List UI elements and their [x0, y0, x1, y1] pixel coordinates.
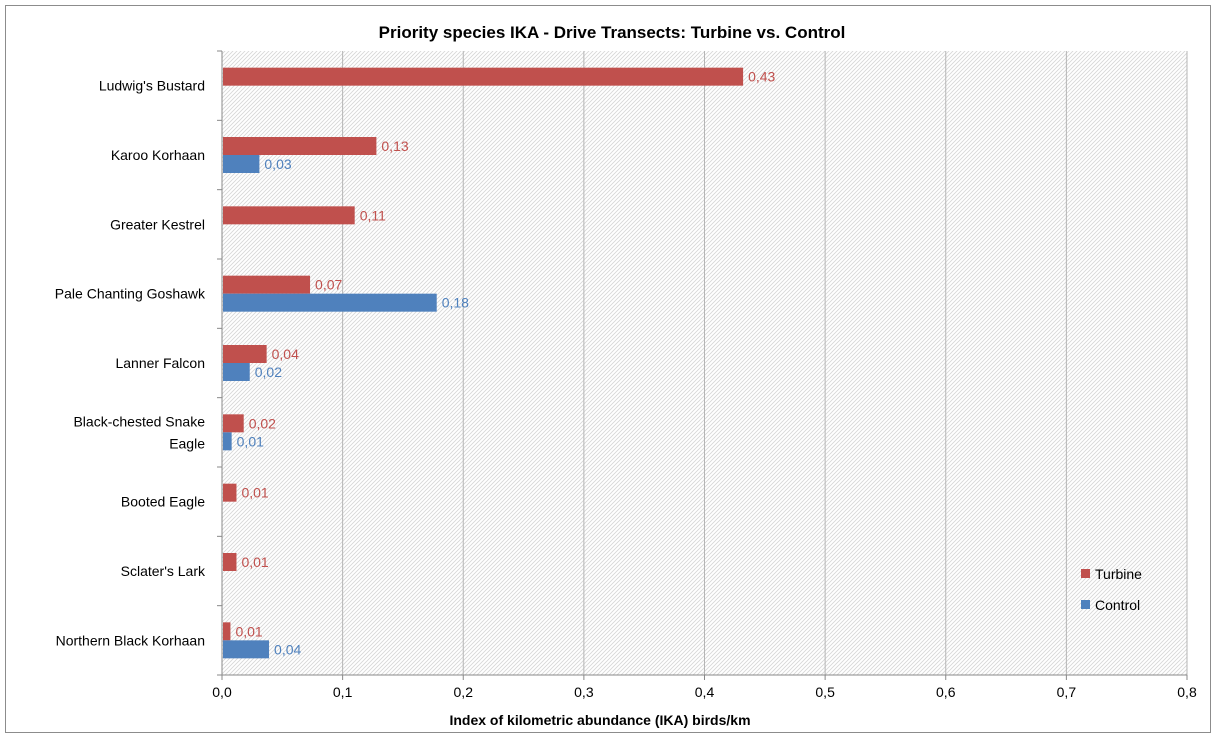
category-label: Pale Chanting Goshawk	[55, 286, 206, 302]
data-label-turbine: 0,01	[241, 485, 268, 501]
data-label-turbine: 0,11	[360, 207, 386, 223]
data-label-control: 0,02	[255, 364, 282, 380]
legend-swatch-turbine	[1081, 569, 1090, 578]
x-tick-label: 0,2	[454, 684, 474, 700]
data-labels: 0,43 0,13 0,11 0,07 0,04 0,02 0,01 0,01 0,01 0,03…	[235, 69, 775, 658]
category-label: Black-chested Snake Eagle	[73, 413, 205, 451]
legend-swatch-control	[1081, 600, 1090, 609]
category-label: Lanner Falcon	[115, 355, 205, 371]
category-label: Sclater's Lark	[121, 563, 206, 579]
data-label-turbine: 0,04	[272, 346, 299, 362]
bar-turbine	[223, 67, 744, 86]
category-label: Booted Eagle	[121, 494, 205, 510]
x-tick-label: 0,5	[815, 684, 835, 700]
data-label-control: 0,04	[274, 641, 301, 657]
x-tick-label: 0,4	[695, 684, 715, 700]
bar-control	[223, 155, 260, 173]
bar-turbine	[223, 483, 237, 502]
category-label: Northern Black Korhaan	[56, 632, 205, 648]
bars	[223, 67, 744, 659]
data-label-turbine: 0,01	[235, 623, 262, 639]
category-label: Ludwig's Bustard	[99, 78, 205, 94]
legend-label-turbine: Turbine	[1095, 566, 1142, 582]
bar-turbine	[223, 622, 231, 641]
bar-turbine	[223, 553, 237, 571]
data-label-turbine: 0,02	[249, 415, 276, 431]
bar-turbine	[223, 275, 311, 294]
data-label-turbine: 0,01	[241, 554, 268, 570]
y-axis-labels: Ludwig's Bustard Karoo Korhaan Greater Kes…	[55, 78, 206, 649]
legend: Turbine Control	[1081, 566, 1142, 613]
x-tick-label: 0,7	[1057, 684, 1077, 700]
data-label-turbine: 0,43	[748, 69, 775, 85]
data-label-turbine: 0,13	[381, 138, 408, 154]
bar-control	[223, 432, 232, 451]
bar-control	[223, 293, 437, 312]
bar-turbine	[223, 206, 355, 225]
data-label-control: 0,18	[442, 295, 469, 311]
category-label: Greater Kestrel	[110, 216, 205, 232]
x-axis-ticks: 0,0 0,1 0,2 0,3 0,4 0,5 0,6 0,7 0,8	[212, 675, 1197, 700]
legend-label-control: Control	[1095, 597, 1140, 613]
chart-title: Priority species IKA - Drive Transects: …	[379, 23, 846, 42]
gridlines	[342, 51, 1188, 675]
x-tick-label: 0,6	[936, 684, 956, 700]
data-label-control: 0,01	[237, 433, 264, 449]
category-label: Karoo Korhaan	[111, 147, 205, 163]
bar-control	[223, 363, 250, 381]
x-tick-label: 0,1	[333, 684, 353, 700]
bar-turbine	[223, 414, 244, 433]
data-label-turbine: 0,07	[315, 277, 342, 293]
bar-turbine	[223, 345, 267, 363]
data-label-control: 0,03	[264, 156, 291, 172]
x-tick-label: 0,3	[574, 684, 594, 700]
x-axis-title: Index of kilometric abundance (IKA) bird…	[449, 712, 750, 728]
x-tick-label: 0,8	[1177, 684, 1197, 700]
x-tick-label: 0,0	[212, 684, 232, 700]
bar-turbine	[223, 137, 377, 155]
bar-control	[223, 640, 270, 659]
